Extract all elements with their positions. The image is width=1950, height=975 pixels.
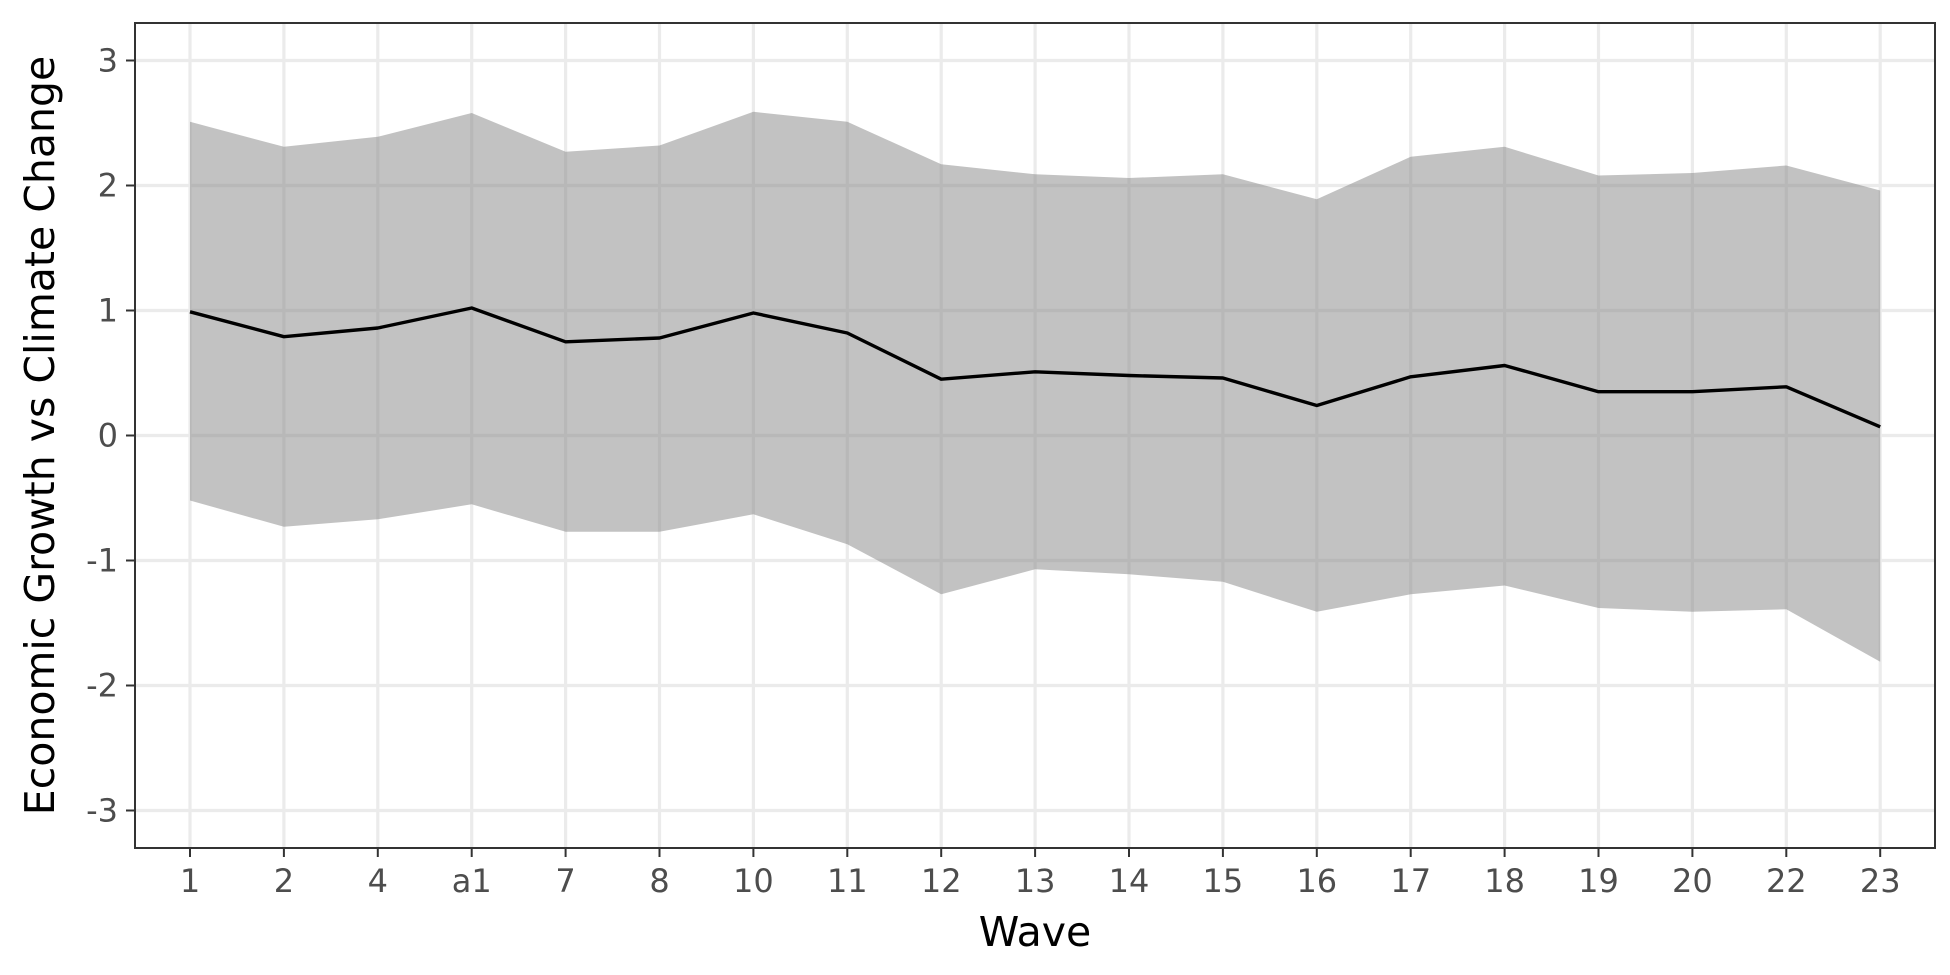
y-tick-label: 0: [98, 417, 118, 455]
x-tick-label: 7: [555, 862, 575, 900]
x-tick-label: 19: [1578, 862, 1619, 900]
ribbon-area: [190, 111, 1881, 662]
x-tick-label: 15: [1203, 862, 1244, 900]
x-axis-title: Wave: [979, 908, 1092, 956]
x-tick-label: 12: [921, 862, 962, 900]
y-tick-label: 1: [98, 292, 118, 330]
mean-line: [189, 306, 1881, 429]
y-tick-label: 3: [98, 42, 118, 80]
y-tick-label: 2: [98, 167, 118, 205]
x-tick-label: 13: [1015, 862, 1056, 900]
x-tick-label: 14: [1109, 862, 1150, 900]
x-tick-label: 20: [1672, 862, 1713, 900]
x-tick-label: 22: [1766, 862, 1807, 900]
x-tick-label: a1: [452, 862, 492, 900]
x-tick-label: 2: [274, 862, 294, 900]
y-tick-label: -3: [86, 792, 118, 830]
confidence-ribbon: [190, 111, 1881, 662]
y-tick-label: -2: [86, 667, 118, 705]
x-tick-label: 1: [180, 862, 200, 900]
y-tick-label: -1: [86, 542, 118, 580]
x-tick-label: 11: [827, 862, 868, 900]
x-tick-label: 10: [733, 862, 774, 900]
x-tick-label: 4: [368, 862, 388, 900]
x-tick-label: 23: [1860, 862, 1901, 900]
y-axis-title: Economic Growth vs Climate Change: [16, 56, 64, 815]
x-tick-label: 18: [1484, 862, 1525, 900]
series-line: [189, 306, 1881, 429]
x-tick-label: 16: [1296, 862, 1337, 900]
x-tick-label: 17: [1390, 862, 1431, 900]
y-axis: -3 -2 -1 0 1 2 3: [86, 42, 135, 830]
x-axis: 1 2 4 a1 7 8 10 11 12 13 14 15 16 17 18 19 20 22 23: [180, 848, 1901, 900]
x-tick-label: 8: [649, 862, 669, 900]
grid: [135, 23, 1935, 848]
